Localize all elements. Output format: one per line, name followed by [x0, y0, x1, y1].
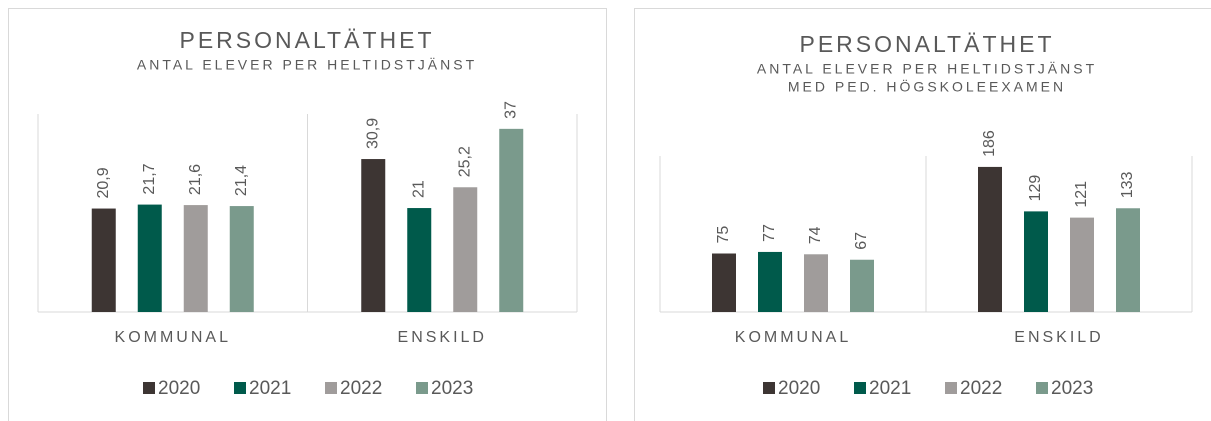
- value-label: 21,4: [233, 165, 250, 196]
- legend-label: 2022: [960, 378, 1002, 399]
- value-label: 186: [981, 130, 998, 157]
- value-label: 30,9: [364, 118, 381, 149]
- legend-swatch: [416, 382, 428, 394]
- bar: [407, 208, 432, 312]
- legend-swatch: [1036, 382, 1048, 394]
- legend-label: 2022: [340, 378, 382, 399]
- value-label: 133: [1119, 171, 1136, 198]
- bar: [1070, 217, 1094, 312]
- legend-swatch: [763, 382, 775, 394]
- legend-label: 2023: [1051, 378, 1093, 399]
- bar: [712, 253, 736, 312]
- legend-swatch: [854, 382, 866, 394]
- chart-frame: [634, 8, 1211, 421]
- bar: [229, 206, 254, 312]
- bar: [453, 187, 478, 312]
- chart-subtitle: ANTAL ELEVER PER HELTIDSTJÄNST: [757, 61, 1097, 77]
- value-label: 129: [1027, 175, 1044, 202]
- value-label: 21,7: [141, 163, 158, 194]
- value-label: 21,6: [187, 164, 204, 195]
- bar: [183, 205, 208, 312]
- legend-swatch: [325, 382, 337, 394]
- x-tick-label: KOMMUNAL: [735, 329, 851, 346]
- legend-label: 2023: [431, 378, 473, 399]
- bar: [758, 251, 782, 312]
- legend-label: 2021: [869, 378, 911, 399]
- bar: [499, 128, 524, 312]
- chart-title: PERSONALTÄTHET: [800, 31, 1055, 57]
- chart-subtitle: ANTAL ELEVER PER HELTIDSTJÄNST: [137, 57, 477, 73]
- x-tick-label: ENSKILD: [1014, 329, 1103, 346]
- bar: [361, 159, 386, 312]
- value-label: 20,9: [95, 167, 112, 198]
- legend-label: 2020: [778, 378, 820, 399]
- chart-title: PERSONALTÄTHET: [180, 27, 435, 53]
- value-label: 121: [1073, 181, 1090, 208]
- legend-swatch: [945, 382, 957, 394]
- bar: [850, 259, 874, 312]
- value-label: 77: [761, 224, 778, 242]
- value-label: 67: [853, 232, 870, 250]
- bar: [91, 208, 116, 312]
- legend-label: 2020: [158, 378, 200, 399]
- bar: [1024, 211, 1048, 312]
- value-label: 37: [502, 101, 519, 119]
- bar: [978, 166, 1002, 312]
- value-label: 25,2: [456, 146, 473, 177]
- chart-subtitle: MED PED. HÖGSKOLEEXAMEN: [788, 78, 1066, 95]
- x-tick-label: ENSKILD: [398, 329, 487, 346]
- legend-swatch: [234, 382, 246, 394]
- bar: [137, 204, 162, 312]
- value-label: 75: [715, 226, 732, 244]
- x-tick-label: KOMMUNAL: [115, 329, 231, 346]
- legend-label: 2021: [249, 378, 291, 399]
- value-label: 74: [807, 226, 824, 244]
- legend-swatch: [143, 382, 155, 394]
- bar: [804, 254, 828, 312]
- bar: [1116, 208, 1140, 312]
- value-label: 21: [410, 180, 427, 198]
